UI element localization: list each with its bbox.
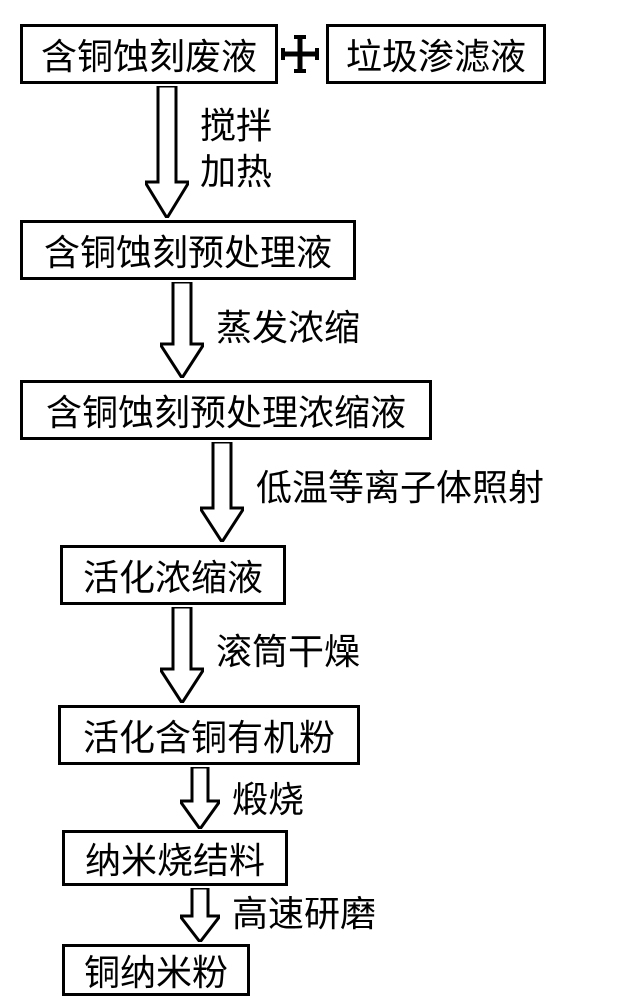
plus-icon <box>280 34 320 74</box>
box-activated-concentrate: 活化浓缩液 <box>60 545 286 605</box>
label-heat: 加热 <box>200 150 272 195</box>
label-drum-drying: 滚筒干燥 <box>216 630 360 675</box>
box-input-copper-waste: 含铜蚀刻废液 <box>20 24 278 84</box>
box-nano-sinter: 纳米烧结料 <box>62 830 288 886</box>
box-copper-nanopowder: 铜纳米粉 <box>62 944 250 996</box>
arrow-5 <box>180 767 220 829</box>
arrow-3 <box>200 442 244 542</box>
arrow-6 <box>180 888 220 942</box>
label-stir: 搅拌 <box>200 104 272 149</box>
arrow-2 <box>160 282 204 378</box>
box-pretreatment-concentrate: 含铜蚀刻预处理浓缩液 <box>20 380 432 440</box>
arrow-1 <box>145 86 189 218</box>
box-pretreatment-liquid: 含铜蚀刻预处理液 <box>20 220 356 280</box>
label-evaporate-concentrate: 蒸发浓缩 <box>216 306 360 351</box>
flowchart-canvas: { "layout": { "canvas": { "w": 628, "h":… <box>0 0 628 1000</box>
label-plasma-irradiation: 低温等离子体照射 <box>256 466 544 511</box>
arrow-4 <box>160 607 204 703</box>
label-high-speed-grinding: 高速研磨 <box>232 892 376 937</box>
box-input-landfill-leachate: 垃圾渗滤液 <box>326 24 546 84</box>
box-activated-copper-organic-powder: 活化含铜有机粉 <box>58 705 360 765</box>
label-calcination: 煅烧 <box>232 778 304 823</box>
